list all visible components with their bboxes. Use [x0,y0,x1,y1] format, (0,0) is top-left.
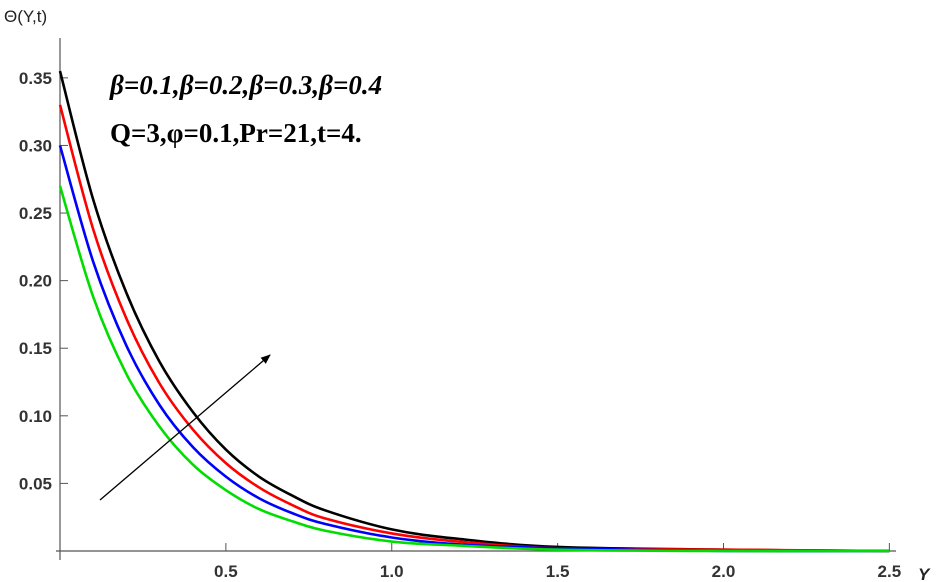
line [58,185,890,553]
annotation: Q=3,φ=0.1,Pr=21,t=4. [110,118,362,148]
x-tick-label: 1.0 [380,562,404,581]
y-axis-label: Θ(Y,t) [4,7,47,26]
x-tick-label: 2.5 [878,562,902,581]
line [58,145,890,553]
y-tick-label: 0.15 [19,339,52,358]
x-tick-label: 1.5 [546,562,570,581]
line [58,104,890,553]
y-tick-label: 0.20 [19,272,52,291]
arrow [99,354,271,501]
x-tick-label: 0.5 [214,562,238,581]
annotation: β=0.1,β=0.2,β=0.3,β=0.4 [109,70,382,100]
y-tick-label: 0.30 [19,136,52,155]
y-tick-label: 0.35 [19,69,52,88]
x-axis-label: Y [918,565,931,582]
y-tick-label: 0.10 [19,407,52,426]
x-tick-label: 2.0 [712,562,736,581]
y-tick-label: 0.05 [19,474,52,493]
y-tick-label: 0.25 [19,204,52,223]
